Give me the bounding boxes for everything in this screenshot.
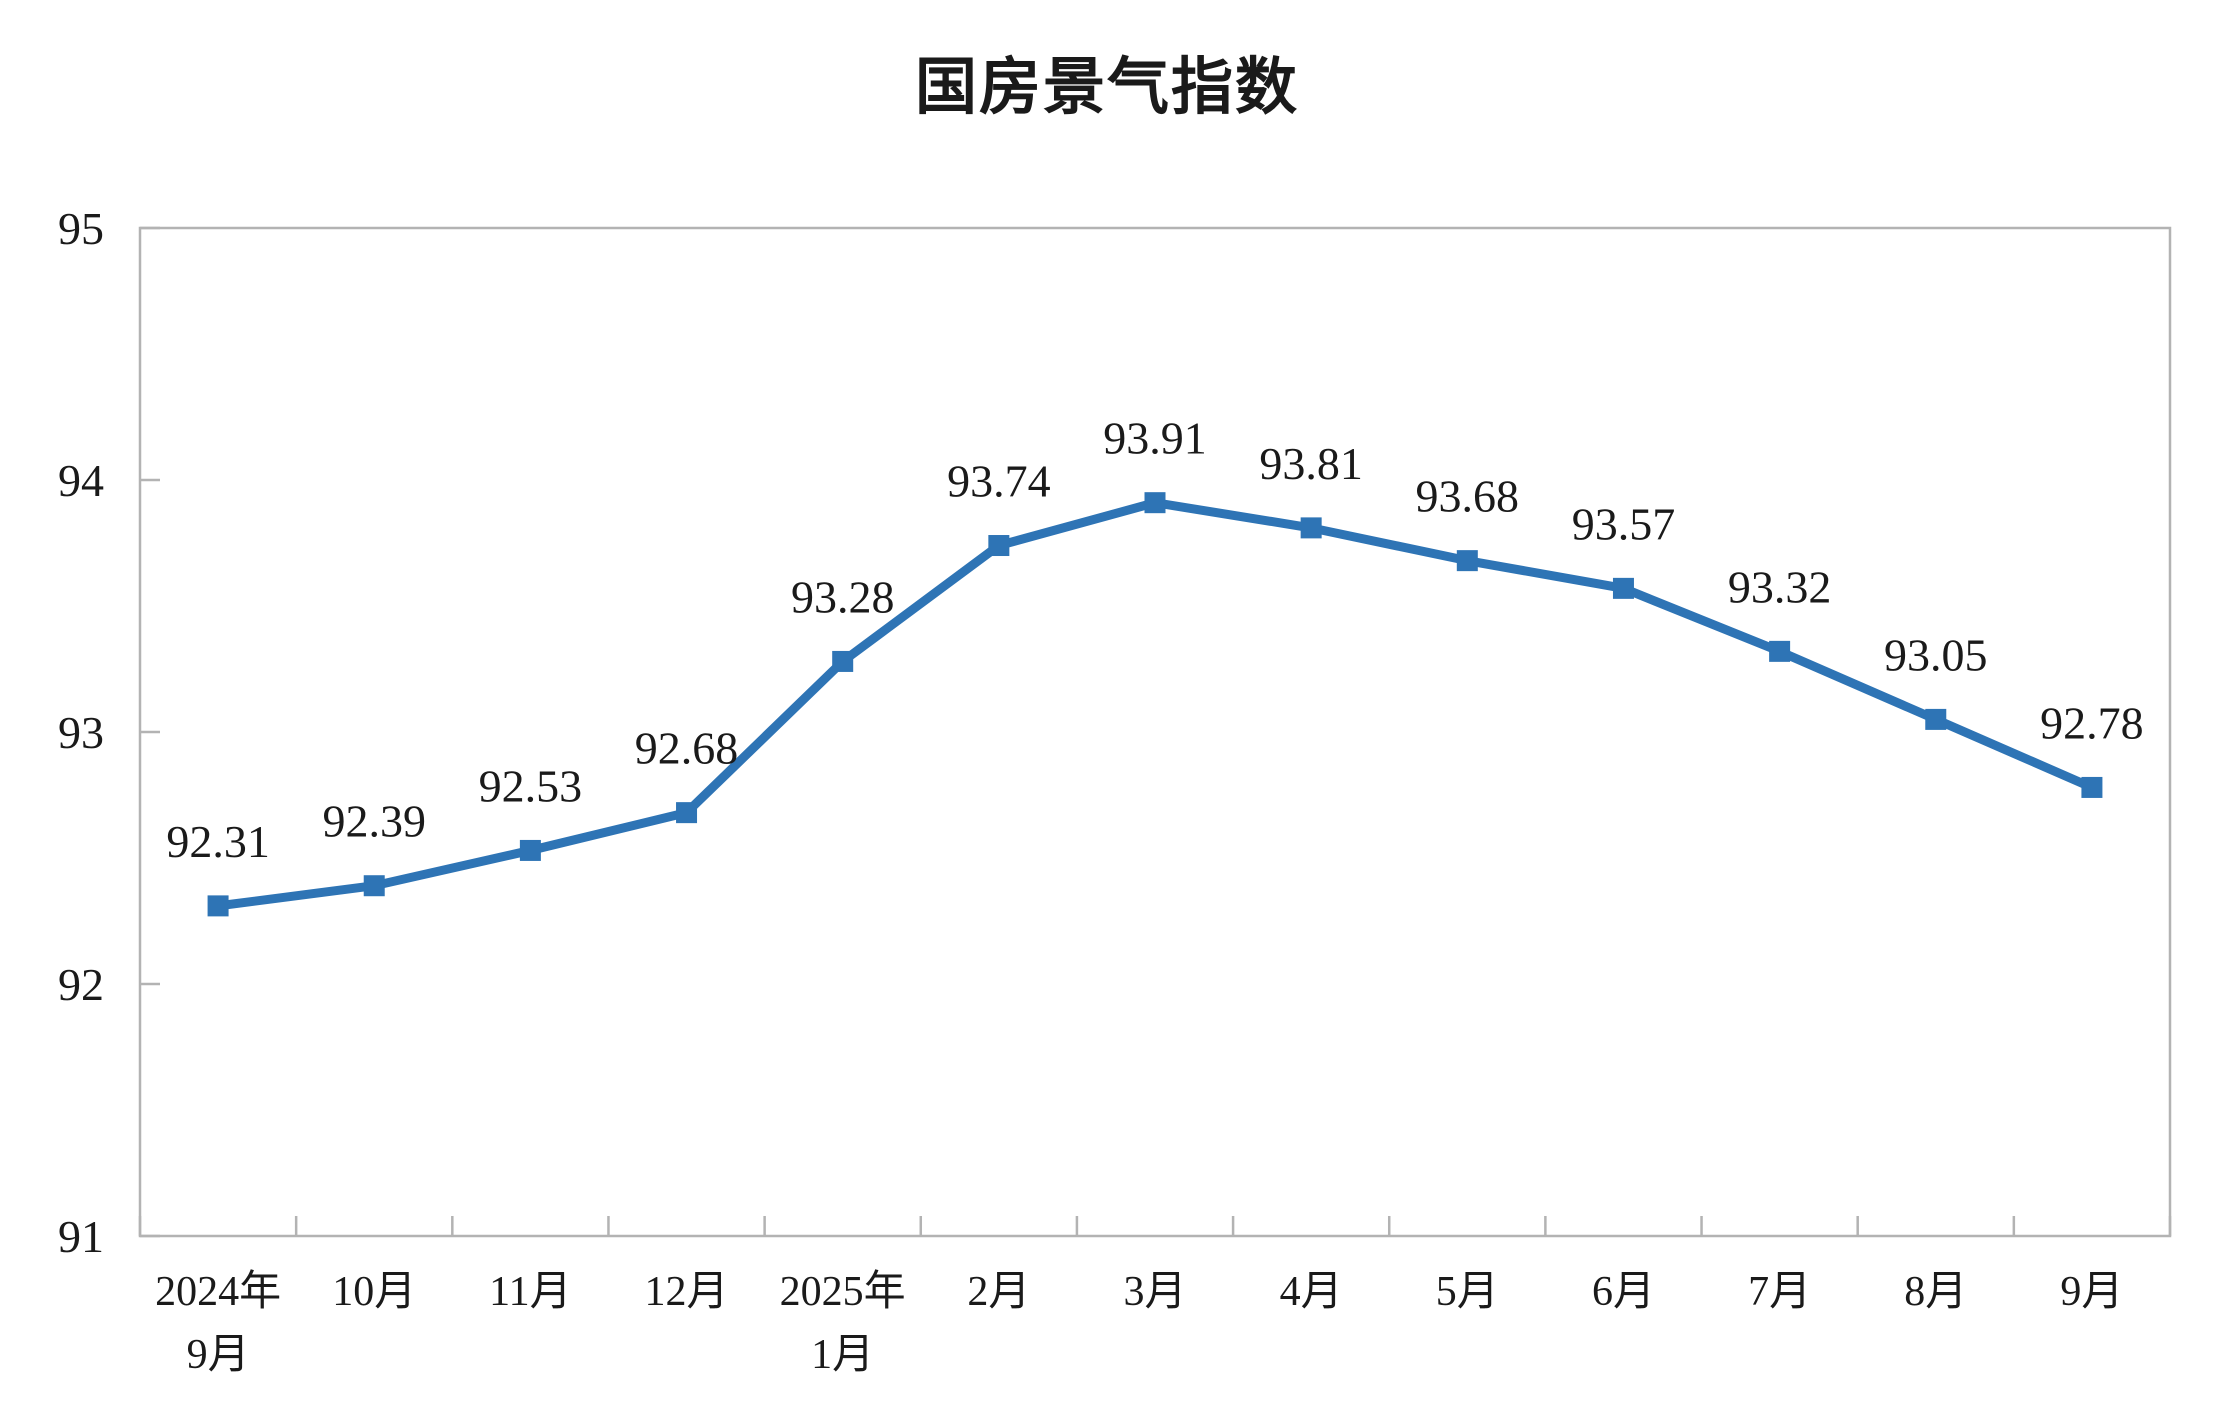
- x-tick-label: 2024年: [155, 1268, 281, 1315]
- data-point-marker: [1456, 550, 1478, 572]
- x-tick-label: 10月: [332, 1269, 416, 1315]
- data-point-marker: [1925, 708, 1947, 730]
- data-labels: 92.31 92.39 92.53 92.68 93.28 93.74 93.91 93.81…: [166, 413, 2143, 867]
- chart-title: 国房景气指数: [914, 53, 1299, 122]
- x-tick-label: 1月: [811, 1332, 874, 1378]
- data-label: 93.57: [1572, 498, 1676, 549]
- series-markers: [207, 492, 2103, 917]
- data-label: 92.78: [2040, 697, 2144, 748]
- data-label: 92.31: [166, 816, 270, 867]
- axes: [138, 226, 2172, 1238]
- data-point-marker: [2081, 776, 2103, 798]
- data-point-marker: [1612, 577, 1634, 599]
- data-point-marker: [1300, 517, 1322, 539]
- x-axis-ticks: [138, 1216, 2172, 1236]
- data-label: 93.81: [1259, 438, 1363, 489]
- data-label: 92.68: [635, 723, 739, 774]
- x-tick-label: 7月: [1748, 1269, 1811, 1315]
- data-label: 93.05: [1884, 629, 1988, 680]
- data-point-marker: [832, 650, 854, 672]
- data-point-marker: [519, 839, 541, 861]
- x-tick-label: 12月: [645, 1269, 729, 1315]
- data-label: 93.32: [1728, 561, 1832, 612]
- y-tick-label: 92: [58, 959, 104, 1010]
- data-point-marker: [207, 895, 229, 917]
- y-tick-label: 94: [58, 455, 104, 506]
- x-tick-label: 2月: [967, 1269, 1030, 1315]
- x-axis-labels: 2024年 9月 10月 11月 12月 2025年 1月 2月 3月 4月 5月 6月 7月 8月 9月: [155, 1268, 2123, 1378]
- y-tick-label: 93: [58, 707, 104, 758]
- y-tick-label: 95: [58, 203, 104, 254]
- y-tick-label: 91: [58, 1211, 104, 1262]
- x-tick-label: 4月: [1280, 1269, 1343, 1315]
- data-point-marker: [988, 535, 1010, 557]
- x-tick-label: 5月: [1436, 1269, 1499, 1315]
- data-point-marker: [363, 875, 385, 897]
- data-label: 92.53: [479, 760, 583, 811]
- data-label: 93.68: [1416, 471, 1520, 522]
- x-tick-label: 9月: [187, 1332, 250, 1378]
- y-axis-ticks: [140, 226, 160, 1238]
- x-tick-label: 6月: [1592, 1269, 1655, 1315]
- x-tick-label: 11月: [489, 1269, 571, 1315]
- x-tick-label: 3月: [1123, 1269, 1186, 1315]
- data-point-marker: [1144, 492, 1166, 514]
- x-tick-label: 2025年: [780, 1268, 906, 1315]
- data-point-marker: [676, 802, 698, 824]
- x-tick-label: 8月: [1904, 1269, 1967, 1315]
- data-label: 92.39: [322, 796, 426, 847]
- y-axis-labels: 91 92 93 94 95: [58, 203, 104, 1262]
- data-label: 93.74: [947, 456, 1051, 507]
- x-tick-label: 9月: [2060, 1269, 2123, 1315]
- data-label: 93.28: [791, 571, 895, 622]
- data-label: 93.91: [1103, 413, 1207, 464]
- data-point-marker: [1769, 640, 1791, 662]
